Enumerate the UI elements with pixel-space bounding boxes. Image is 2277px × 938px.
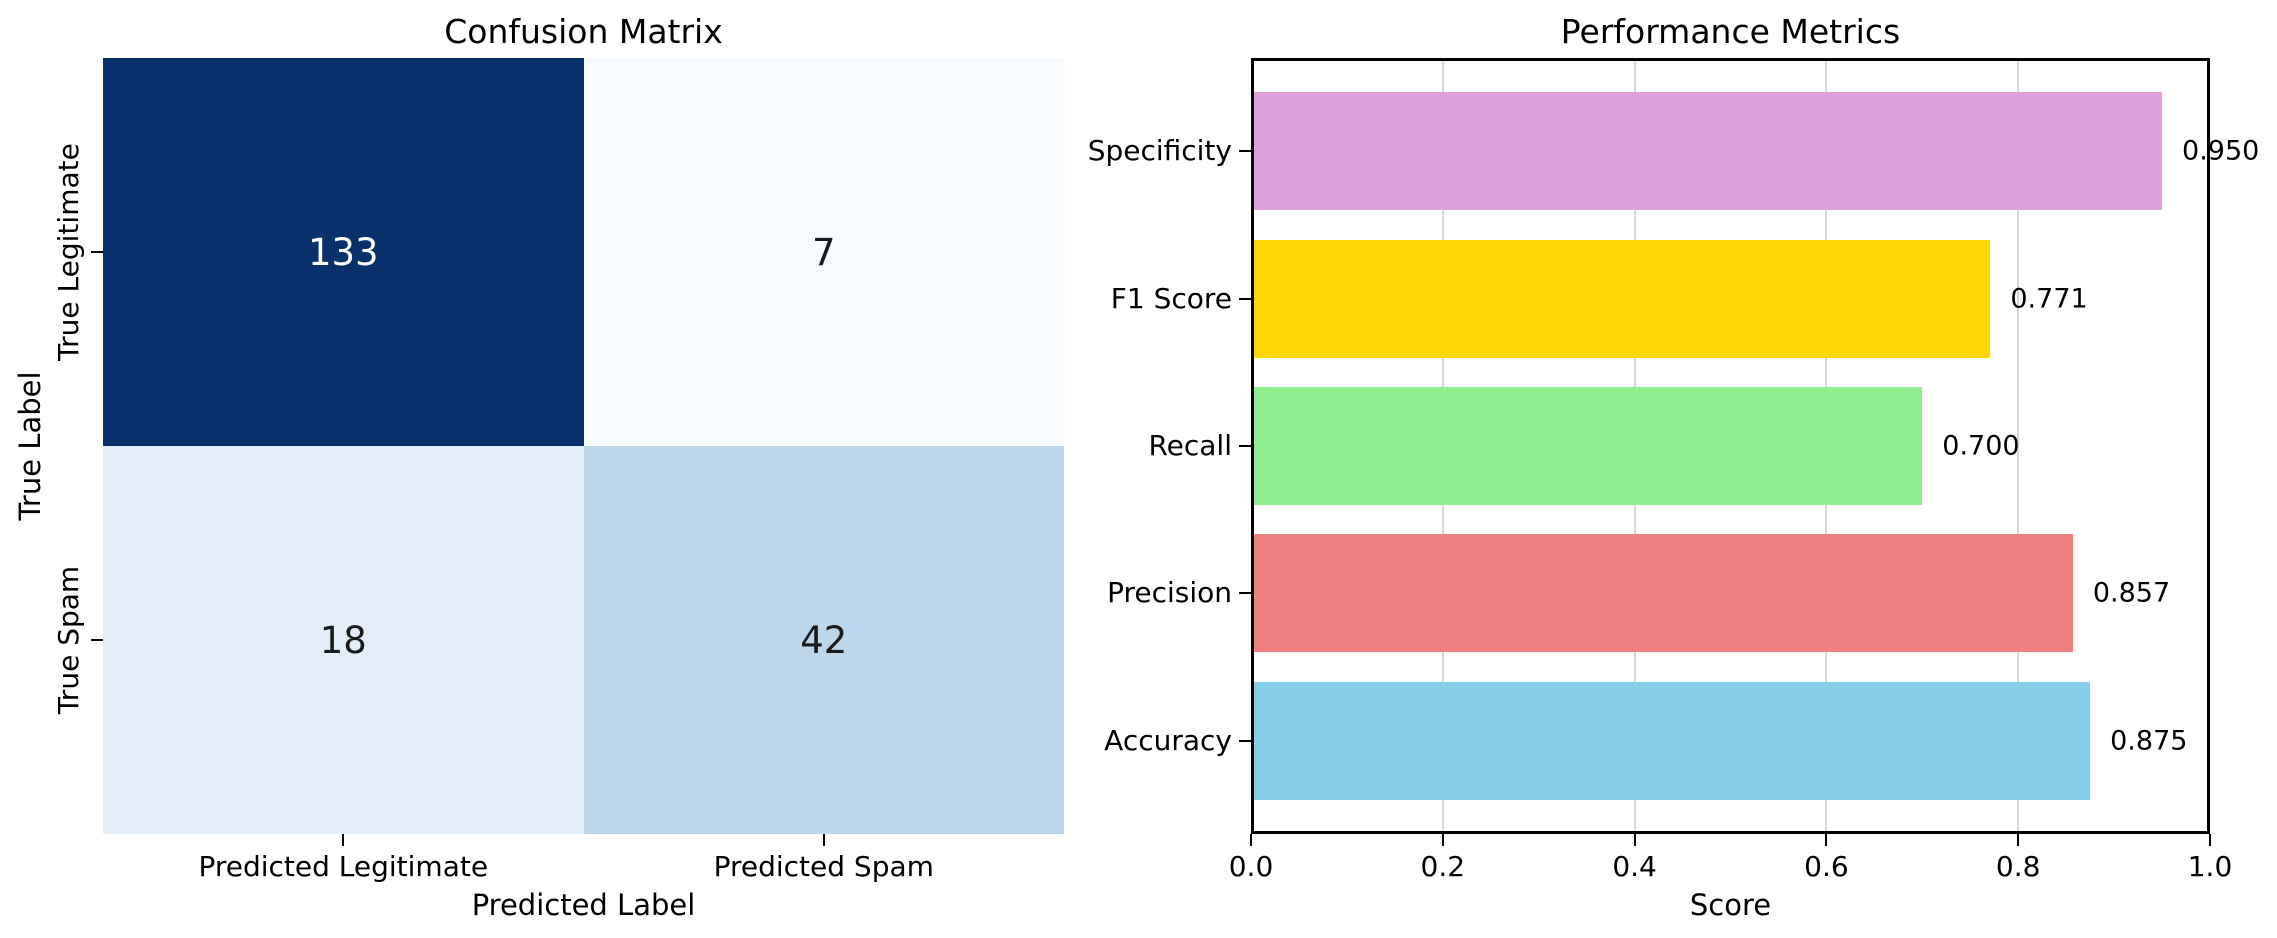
y-tick-mark <box>1239 592 1251 595</box>
x-tick-mark <box>342 834 345 846</box>
x-tick-mark <box>822 834 825 846</box>
y-tick-mark <box>1239 150 1251 153</box>
x-tick-mark <box>2209 834 2211 846</box>
bar-value-label: 0.771 <box>2010 283 2088 315</box>
performance-metrics-title: Performance Metrics <box>1560 12 1901 51</box>
gridline <box>2017 58 2020 834</box>
y-tick-label: Accuracy <box>1104 723 1232 757</box>
bar <box>1251 534 2073 653</box>
y-tick-label: Precision <box>1107 576 1232 610</box>
x-tick-label: 0.0 <box>1228 850 1274 883</box>
x-tick-mark <box>2017 834 2020 846</box>
bar <box>1251 681 2091 800</box>
heatmap-cell: 18 <box>103 446 584 834</box>
y-tick-mark <box>1239 297 1251 300</box>
bar <box>1251 387 1923 505</box>
y-tick-label: F1 Score <box>1110 281 1232 315</box>
row-tick-label: True Spam <box>52 565 85 715</box>
bar-value-label: 0.857 <box>2092 577 2171 609</box>
y-tick-label: Recall <box>1148 429 1232 462</box>
confusion-matrix-y-axis-label: True Label <box>13 371 47 521</box>
heatmap-cell: 42 <box>583 446 1064 834</box>
bar-value-label: 0.700 <box>1942 430 2020 462</box>
x-tick-label: 1.0 <box>2187 850 2233 883</box>
y-tick-mark <box>91 639 103 641</box>
y-tick-mark <box>1239 739 1251 742</box>
x-tick-label: 0.8 <box>1995 850 2041 883</box>
confusion-matrix-x-axis-label: Predicted Label <box>471 888 696 922</box>
x-tick-mark <box>1250 834 1252 846</box>
y-tick-mark <box>1239 445 1251 447</box>
y-tick-label: Specificity <box>1087 134 1232 168</box>
x-tick-label: 0.6 <box>1804 850 1849 883</box>
col-tick-label: Predicted Legitimate <box>198 850 489 883</box>
performance-metrics-plot-area: 0.950 0.771 0.700 0.857 0.875 <box>1251 58 2259 834</box>
x-tick-label: 0.2 <box>1420 850 1466 883</box>
heatmap-cell: 7 <box>583 58 1064 446</box>
performance-metrics-x-axis-label: Score <box>1689 888 1772 922</box>
bar-value-label: 0.950 <box>2182 135 2260 167</box>
col-tick-label: Predicted Spam <box>713 850 934 883</box>
confusion-matrix-title: Confusion Matrix <box>444 12 723 51</box>
bar-value-label: 0.875 <box>2110 725 2188 757</box>
heatmap-cell: 133 <box>103 58 584 446</box>
bar <box>1251 92 2163 211</box>
confusion-matrix-heatmap: 133 7 18 42 <box>103 58 1064 834</box>
x-tick-mark <box>1441 834 1444 846</box>
x-tick-mark <box>1633 834 1636 846</box>
y-tick-mark <box>91 251 103 253</box>
bar <box>1251 239 1991 358</box>
x-tick-label: 0.4 <box>1612 850 1657 883</box>
x-tick-mark <box>1825 834 1828 846</box>
row-tick-label: True Legitimate <box>52 143 85 361</box>
